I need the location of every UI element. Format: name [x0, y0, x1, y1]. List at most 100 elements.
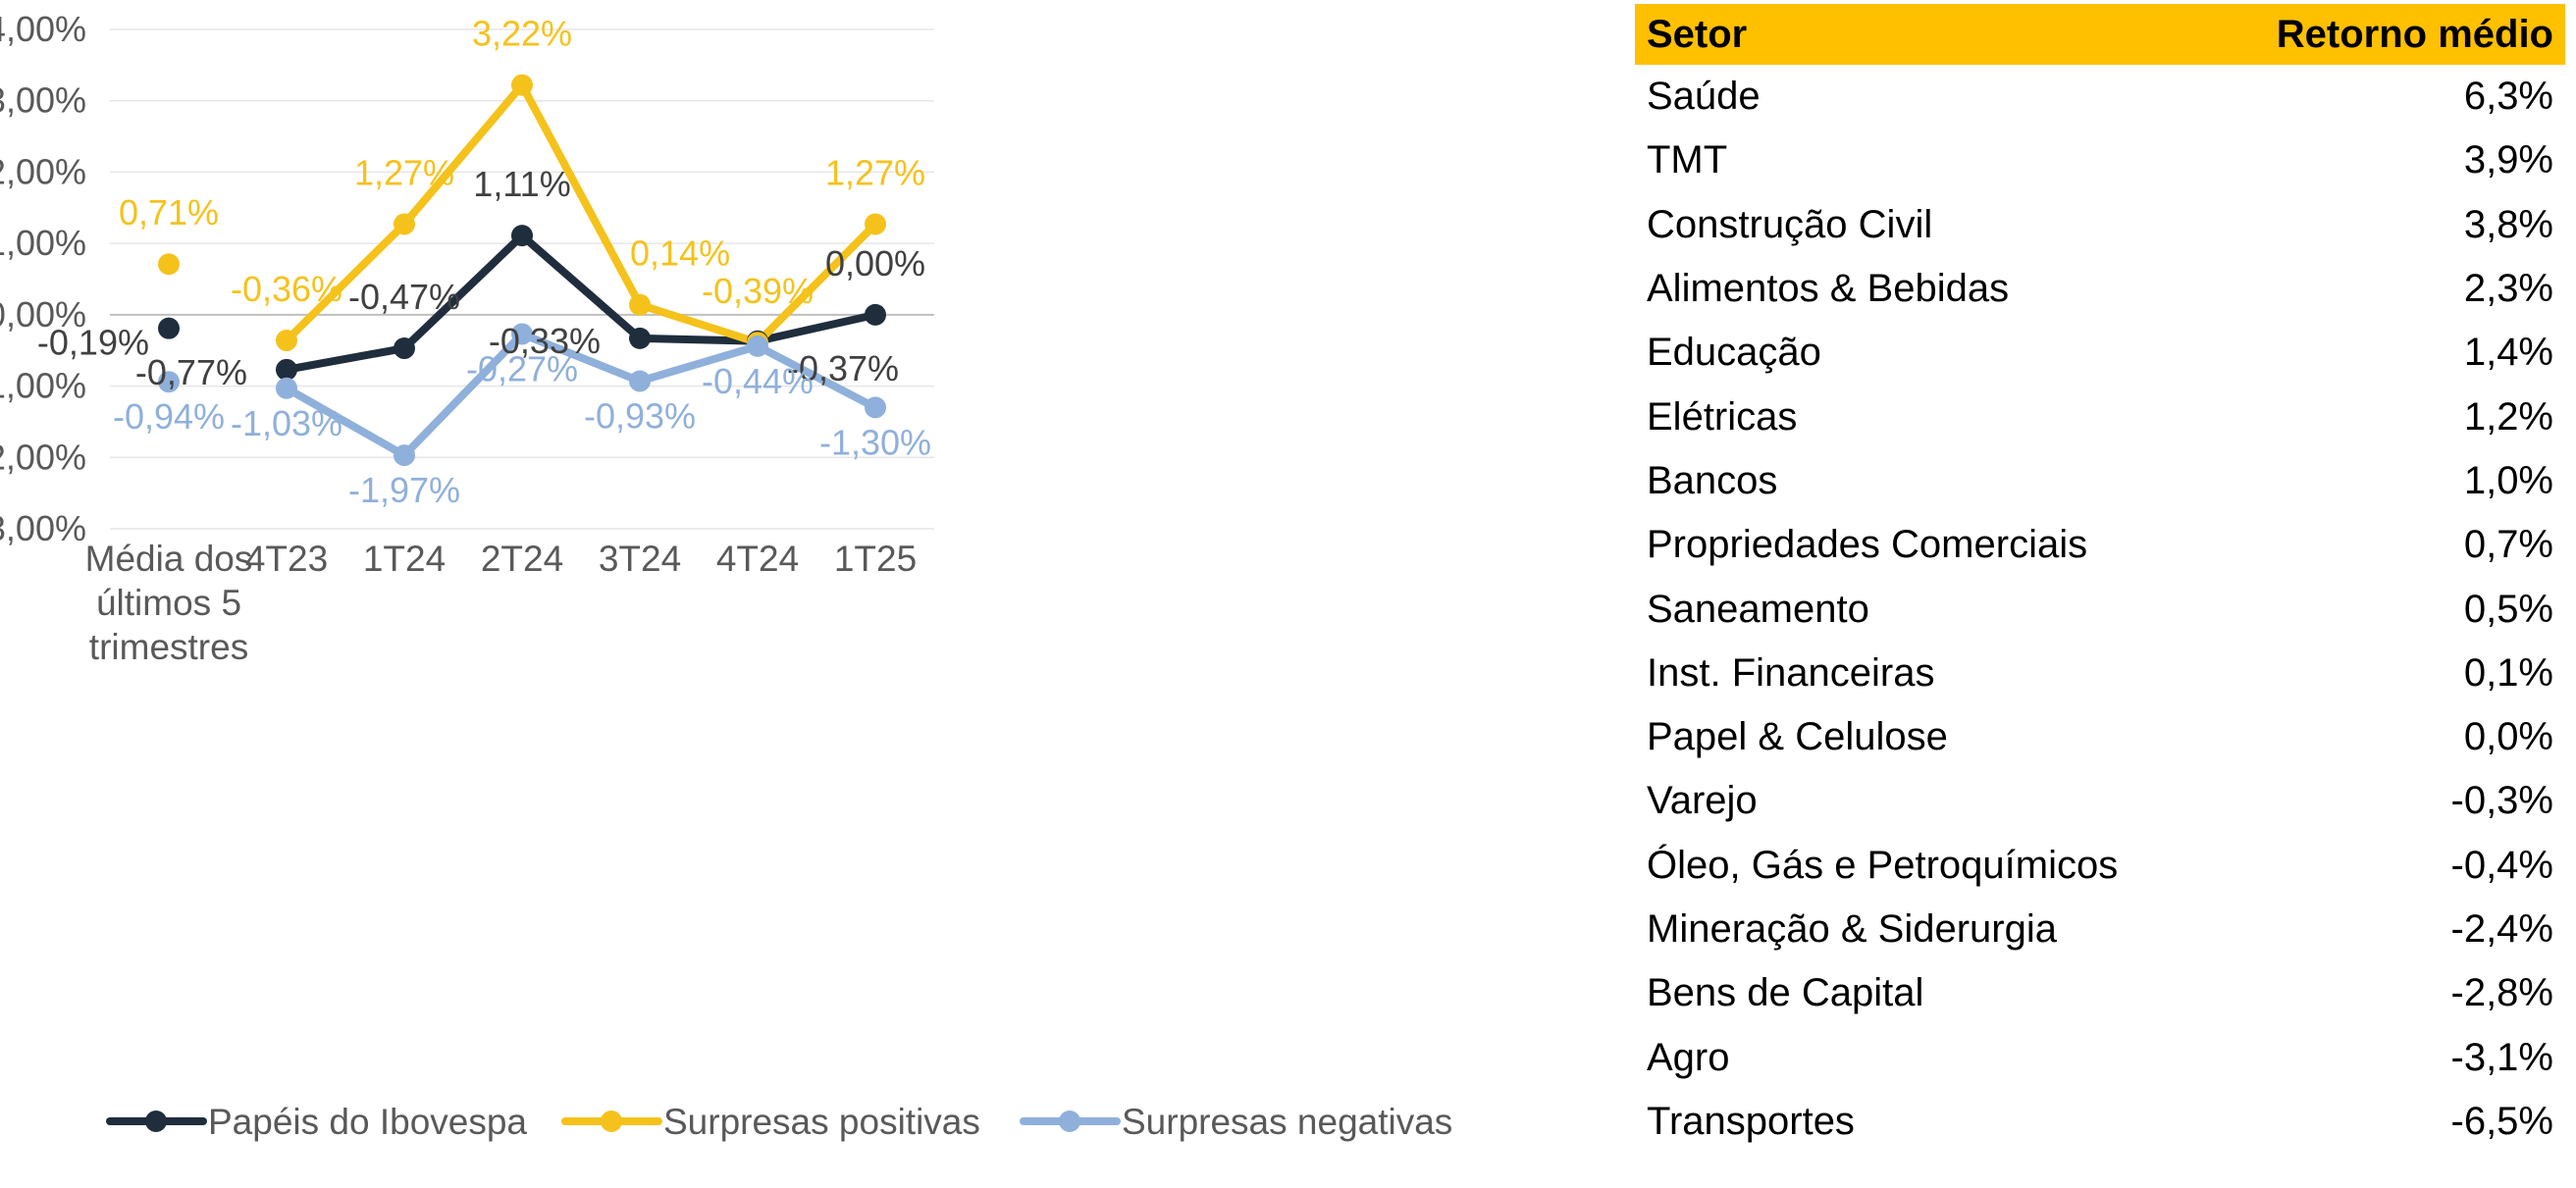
table-row: Elétricas 1,2%	[1635, 385, 2565, 448]
sector-return: 1,4%	[2463, 331, 2553, 375]
sector-return: 1,2%	[2463, 394, 2553, 439]
data-label: -1,30%	[819, 422, 931, 462]
data-point	[158, 253, 180, 276]
data-label: -0,36%	[231, 269, 342, 309]
data-point	[394, 444, 415, 467]
sector-name: Educação	[1647, 331, 1821, 375]
table-row: Propriedades Comerciais 0,7%	[1635, 513, 2565, 577]
y-tick-label: -2,00%	[0, 437, 86, 477]
legend: Papéis do Ibovespa Surpresas positivas Sur…	[106, 1102, 1452, 1142]
table-row: Varejo -0,3%	[1635, 769, 2565, 833]
sector-return: 6,3%	[2463, 75, 2553, 119]
sector-name: Saneamento	[1647, 587, 1869, 631]
table-body: Saúde 6,3% TMT 3,9% Construção Civil 3,8% Alim…	[1635, 65, 2565, 1154]
table-header: Setor Retorno médio	[1635, 4, 2565, 65]
sector-name: Saúde	[1647, 75, 1761, 119]
data-label: 1,27%	[825, 153, 925, 193]
line-chart: 4,00% 3,00% 2,00% 1,00% 0,00% -1,00% -2,00% -3,…	[0, 9, 1452, 1142]
data-label: -0,47%	[348, 277, 460, 317]
sector-name: Óleo, Gás e Petroquímicos	[1647, 843, 2119, 887]
sector-return: 0,5%	[2463, 587, 2553, 631]
data-label: -0,94%	[113, 396, 225, 437]
table-row: Saúde 6,3%	[1635, 65, 2565, 129]
x-tick-line: Média dos	[85, 539, 253, 579]
sector-return: -0,4%	[2450, 843, 2554, 887]
sector-return: 2,3%	[2463, 267, 2553, 311]
sector-return: -0,3%	[2450, 779, 2554, 823]
data-label: -0,27%	[466, 348, 578, 388]
data-point	[629, 370, 651, 392]
data-point	[511, 225, 533, 247]
y-tick-label: 3,00%	[0, 80, 86, 121]
data-label: 0,00%	[825, 243, 925, 284]
sector-return: 1,0%	[2463, 458, 2553, 502]
x-tick-label: 1T24	[363, 539, 446, 579]
sector-name: Mineração & Siderurgia	[1647, 907, 2057, 951]
table-row: Óleo, Gás e Petroquímicos -0,4%	[1635, 834, 2565, 898]
sector-return: -3,1%	[2450, 1035, 2554, 1079]
series-line	[283, 330, 879, 460]
legend-swatch-marker	[1059, 1111, 1080, 1132]
table-row: Construção Civil 3,8%	[1635, 193, 2565, 257]
legend-label: Surpresas negativas	[1122, 1102, 1452, 1142]
x-tick-label: 4T24	[716, 539, 799, 579]
y-tick-label: 1,00%	[0, 223, 86, 263]
x-tick-line: últimos 5	[96, 583, 241, 623]
data-labels: -0,19%-0,77% -0,47% 1,11% -0,33% -0,37% 0,00%…	[37, 14, 931, 510]
data-point	[276, 330, 297, 352]
sector-return: 3,9%	[2463, 138, 2553, 182]
data-label: -1,97%	[348, 470, 460, 510]
series-layer	[158, 74, 886, 467]
sector-name: Papel & Celulose	[1647, 715, 1948, 759]
data-point	[629, 327, 651, 349]
table-row: Bancos 1,0%	[1635, 449, 2565, 513]
table-row: Bens de Capital -2,8%	[1635, 961, 2565, 1025]
header-sector: Setor	[1647, 12, 1748, 56]
legend-swatch-marker	[145, 1111, 167, 1132]
x-tick-line: 2T24	[481, 539, 563, 579]
data-label: -0,33%	[489, 321, 601, 361]
sector-return: -2,4%	[2450, 907, 2554, 951]
sector-name: Inst. Financeiras	[1647, 650, 1935, 695]
sector-name: Elétricas	[1647, 394, 1798, 439]
data-label: 3,22%	[472, 14, 572, 54]
table-row: Papel & Celulose 0,0%	[1635, 705, 2565, 769]
y-tick-label: 0,00%	[0, 294, 86, 335]
sector-name: Propriedades Comerciais	[1647, 523, 2088, 567]
x-tick-line: 3T24	[599, 539, 681, 579]
data-label: -0,44%	[702, 361, 814, 401]
x-tick-label: 2T24	[481, 539, 563, 579]
sector-name: Alimentos & Bebidas	[1647, 267, 2010, 311]
table-row: Saneamento 0,5%	[1635, 577, 2565, 641]
x-tick-label: 4T23	[245, 539, 328, 579]
data-point	[511, 323, 533, 345]
y-axis: 4,00% 3,00% 2,00% 1,00% 0,00% -1,00% -2,00% -3,…	[0, 9, 86, 548]
sector-return: -6,5%	[2450, 1099, 2554, 1143]
x-tick-line: trimestres	[89, 627, 248, 667]
sector-return: 0,1%	[2463, 650, 2553, 695]
table-row: TMT 3,9%	[1635, 129, 2565, 192]
data-point	[158, 371, 180, 393]
data-point	[865, 396, 886, 419]
table-row: Mineração & Siderurgia -2,4%	[1635, 898, 2565, 961]
data-label: -0,93%	[584, 395, 696, 436]
table-row: Agro -3,1%	[1635, 1025, 2565, 1089]
sector-name: Transportes	[1647, 1099, 1855, 1143]
sector-name: Varejo	[1647, 779, 1758, 823]
series-line	[283, 80, 879, 347]
data-point	[747, 335, 768, 357]
y-tick-label: -3,00%	[0, 508, 86, 548]
table-row: Alimentos & Bebidas 2,3%	[1635, 257, 2565, 321]
sector-name: Bancos	[1647, 458, 1778, 502]
legend-label: Papéis do Ibovespa	[208, 1102, 527, 1142]
x-tick-line: 4T23	[245, 539, 328, 579]
data-point	[276, 358, 297, 381]
data-point	[394, 337, 415, 360]
data-label: 1,27%	[354, 153, 454, 193]
sector-name: Bens de Capital	[1647, 971, 1924, 1015]
legend-swatch-marker	[601, 1111, 622, 1132]
y-tick-label: 4,00%	[0, 9, 86, 49]
y-tick-label: 2,00%	[0, 151, 86, 191]
data-label: 0,14%	[630, 233, 730, 274]
grid-lines	[110, 28, 934, 530]
